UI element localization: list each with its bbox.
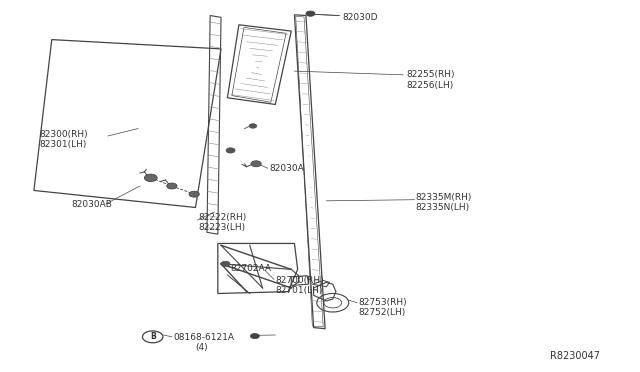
- Text: 82222(RH): 82222(RH): [198, 213, 247, 222]
- Circle shape: [226, 148, 235, 153]
- Text: 82753(RH): 82753(RH): [358, 298, 407, 307]
- Text: 82255(RH): 82255(RH): [406, 70, 454, 79]
- Text: 82300(RH): 82300(RH): [39, 129, 88, 139]
- Text: 82223(LH): 82223(LH): [198, 223, 246, 232]
- Circle shape: [249, 124, 257, 128]
- Text: (4): (4): [195, 343, 208, 352]
- Text: 08168-6121A: 08168-6121A: [173, 333, 234, 342]
- Circle shape: [145, 174, 157, 182]
- Text: 82700(RH): 82700(RH): [275, 276, 324, 285]
- Text: 82030D: 82030D: [342, 13, 378, 22]
- Text: 82335N(LH): 82335N(LH): [416, 203, 470, 212]
- Circle shape: [251, 161, 261, 167]
- Circle shape: [306, 11, 315, 16]
- Circle shape: [221, 261, 230, 266]
- Circle shape: [167, 183, 177, 189]
- Text: 82301(LH): 82301(LH): [39, 140, 86, 149]
- Text: B: B: [150, 332, 156, 341]
- Text: 82030AB: 82030AB: [71, 200, 112, 209]
- Text: 82335M(RH): 82335M(RH): [416, 193, 472, 202]
- Circle shape: [250, 334, 259, 339]
- Text: 82702AA: 82702AA: [230, 264, 271, 273]
- Text: R8230047: R8230047: [550, 352, 600, 362]
- Circle shape: [189, 191, 199, 197]
- Text: 82256(LH): 82256(LH): [406, 81, 454, 90]
- Text: 82752(LH): 82752(LH): [358, 308, 406, 317]
- Text: 82701(LH): 82701(LH): [275, 286, 323, 295]
- Text: 82030A: 82030A: [269, 164, 303, 173]
